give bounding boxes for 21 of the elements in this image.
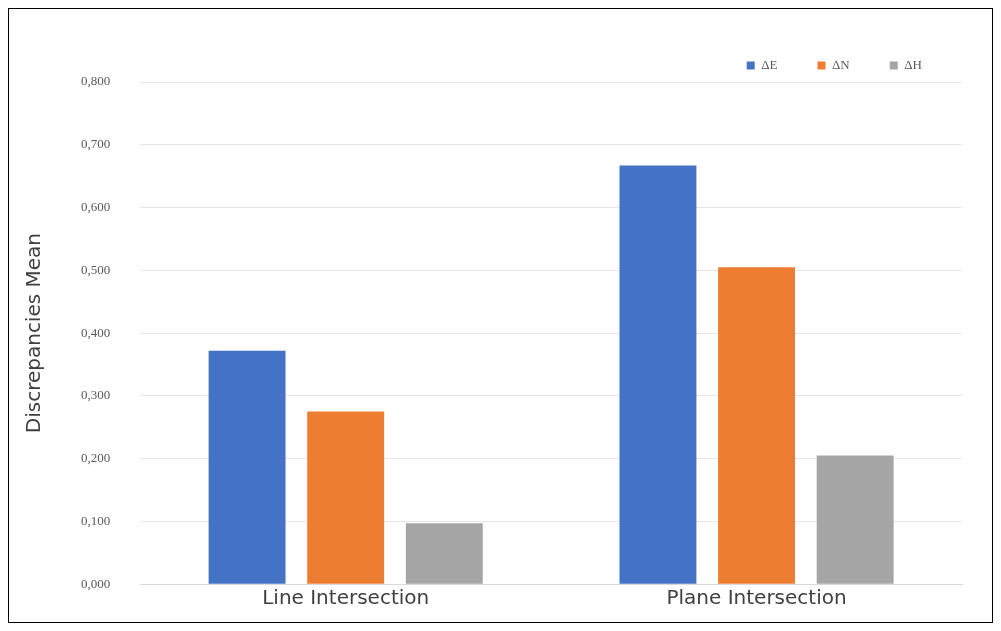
- bar: [718, 267, 796, 584]
- bar: [816, 455, 894, 584]
- bar: [405, 523, 483, 584]
- bar: [208, 350, 286, 584]
- y-axis-title: Discrepancies Mean: [21, 232, 46, 434]
- bar: [307, 411, 385, 584]
- y-tick-label: 0,800: [81, 73, 111, 89]
- y-tick-label: 0,700: [81, 136, 111, 152]
- legend-label: ΔH: [904, 56, 922, 72]
- x-tick-label: Plane Intersection: [666, 585, 847, 610]
- legend-label: ΔN: [832, 56, 851, 72]
- x-tick-label: Line Intersection: [262, 585, 430, 610]
- y-tick-label: 0,300: [81, 387, 111, 403]
- legend-label: ΔE: [761, 56, 778, 72]
- y-tick-label: 0,600: [81, 198, 111, 214]
- bar: [619, 165, 697, 584]
- y-tick-label: 0,400: [81, 324, 111, 340]
- y-tick-label: 0,000: [81, 575, 111, 591]
- y-tick-label: 0,500: [81, 261, 111, 277]
- y-tick-label: 0,200: [81, 450, 111, 466]
- y-tick-label: 0,100: [81, 512, 111, 528]
